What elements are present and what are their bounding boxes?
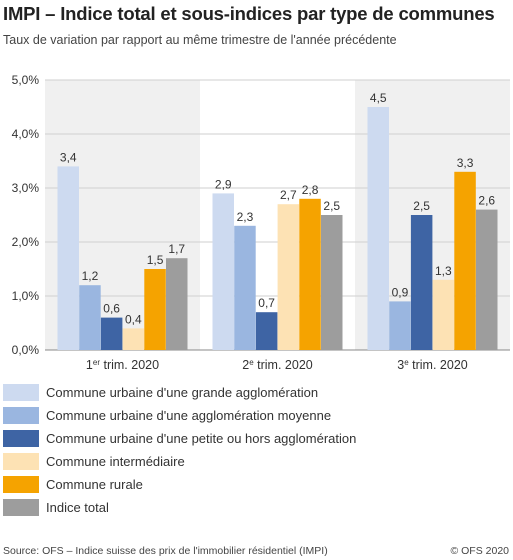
- bar: [255, 312, 278, 350]
- y-tick-label: 2,0%: [12, 235, 40, 249]
- value-label: 0,6: [103, 302, 120, 316]
- legend-swatch: [3, 407, 39, 424]
- x-tick-label: 1er trim. 2020: [86, 358, 159, 373]
- y-tick-label: 0,0%: [12, 343, 40, 357]
- value-label: 0,4: [125, 312, 142, 326]
- value-label: 1,7: [168, 242, 185, 256]
- bar: [79, 285, 101, 350]
- legend-label: Commune urbaine d'une grande agglomérati…: [46, 385, 319, 400]
- bar: [166, 258, 188, 350]
- bar: [321, 215, 343, 350]
- legend-swatch: [3, 499, 39, 516]
- bar: [410, 215, 433, 350]
- chart-title: IMPI – Indice total et sous-indices par …: [3, 3, 495, 24]
- copyright-note: © OFS 2020: [450, 545, 509, 557]
- value-label: 2,7: [280, 188, 297, 202]
- gridlines: [45, 79, 510, 351]
- x-tick-label: 2e trim. 2020: [242, 358, 313, 373]
- category-labels: 1er trim. 2020 2e trim. 2020 3e trim. 2020: [86, 358, 468, 373]
- value-label: 1,2: [82, 269, 99, 283]
- bar-chart: 0,0% 1,0% 2,0% 3,0% 4,0% 5,0% 3,4 1,2 0,6 0,4 1,5…: [12, 73, 510, 373]
- x-tick-label: 3e trim. 2020: [397, 358, 468, 373]
- bar: [454, 171, 476, 350]
- bar: [122, 328, 145, 350]
- value-label: 0,9: [392, 285, 409, 299]
- value-label: 2,5: [323, 199, 340, 213]
- bar: [476, 209, 498, 350]
- value-label: 3,4: [60, 150, 77, 164]
- bar: [432, 279, 455, 350]
- y-tick-label: 3,0%: [12, 181, 40, 195]
- y-tick-label: 4,0%: [12, 127, 40, 141]
- bar: [212, 193, 234, 350]
- y-tick-label: 5,0%: [12, 73, 40, 87]
- value-label: 2,5: [413, 199, 430, 213]
- value-label: 2,6: [478, 194, 495, 208]
- value-labels: 3,4 1,2 0,6 0,4 1,5 1,7 2,9 2,3 0,7 2,7 2,8 2,5 4,5 0…: [60, 91, 496, 326]
- bar: [389, 301, 411, 350]
- source-note: Source: OFS – Indice suisse des prix de …: [3, 545, 328, 557]
- legend-label: Commune urbaine d'une agglomération moye…: [46, 408, 332, 423]
- legend-swatch: [3, 430, 39, 447]
- bar: [100, 317, 123, 350]
- bar: [299, 198, 321, 350]
- bar: [234, 225, 256, 350]
- bar: [367, 107, 389, 350]
- value-label: 4,5: [370, 91, 387, 105]
- value-label: 2,9: [215, 177, 232, 191]
- value-label: 2,8: [302, 183, 319, 197]
- value-label: 1,3: [435, 264, 452, 278]
- legend-swatch: [3, 453, 39, 470]
- value-label: 3,3: [457, 156, 474, 170]
- legend-swatch: [3, 476, 39, 493]
- bar: [57, 166, 79, 350]
- legend-swatch: [3, 384, 39, 401]
- bars: [57, 107, 498, 350]
- y-tick-label: 1,0%: [12, 289, 40, 303]
- value-label: 2,3: [237, 210, 254, 224]
- bar: [277, 204, 300, 350]
- legend-label: Indice total: [46, 500, 109, 515]
- y-tick-labels: 0,0% 1,0% 2,0% 3,0% 4,0% 5,0%: [12, 73, 40, 357]
- bar: [144, 269, 166, 350]
- value-label: 1,5: [147, 253, 164, 267]
- value-label: 0,7: [258, 296, 275, 310]
- chart-subtitle: Taux de variation par rapport au même tr…: [3, 33, 397, 47]
- legend-label: Commune rurale: [46, 477, 143, 492]
- legend-label: Commune intermédiaire: [46, 454, 185, 469]
- legend-label: Commune urbaine d'une petite ou hors agg…: [46, 431, 357, 446]
